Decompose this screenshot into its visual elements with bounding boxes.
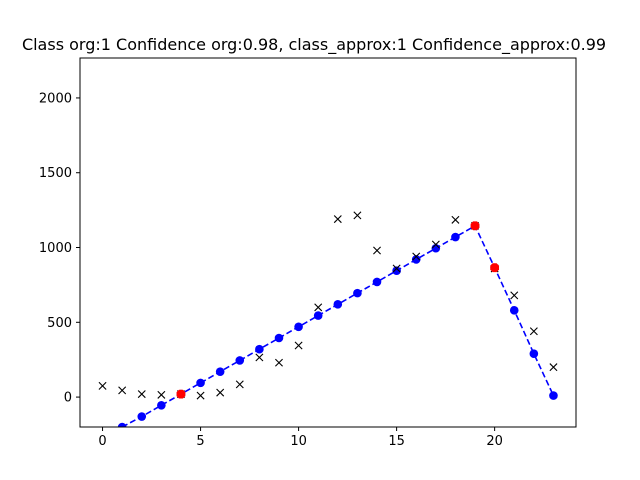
original-point (353, 211, 362, 220)
original-point (510, 291, 519, 300)
original-point (196, 391, 205, 400)
breakpoint-point (176, 389, 186, 399)
original-point (412, 252, 421, 261)
breakpoint-point (490, 263, 500, 273)
approx-point (313, 311, 323, 320)
x-tick-label: 0 (98, 434, 106, 449)
y-tick-label: 2000 (39, 91, 72, 106)
original-point (529, 327, 538, 336)
original-point (451, 215, 460, 224)
approx-point (411, 255, 421, 264)
x-axis: 0 5 10 15 20 (98, 427, 503, 449)
original-series (98, 211, 558, 400)
breakpoint-series (176, 221, 500, 399)
approx-point (274, 333, 284, 343)
original-point (118, 386, 127, 395)
breakpoint-point (470, 221, 480, 231)
approx-point (333, 300, 343, 309)
chart-title: Class org:1 Confidence org:0.98, class_a… (22, 35, 606, 55)
y-tick-label: 1500 (39, 166, 72, 181)
approx-point (372, 277, 382, 287)
original-point (392, 264, 401, 273)
x-tick-label: 15 (388, 434, 405, 449)
y-tick-label: 0 (64, 391, 72, 406)
approx-point (235, 356, 245, 365)
original-point (549, 363, 558, 372)
original-point (431, 240, 440, 249)
approx-point (549, 391, 558, 400)
original-point (216, 388, 225, 397)
approx-point (255, 344, 264, 354)
approx-point (509, 306, 519, 315)
original-point (137, 390, 146, 399)
x-tick-label: 10 (290, 434, 307, 449)
approx-point (294, 322, 303, 332)
original-point (294, 341, 303, 350)
original-point (373, 246, 382, 255)
y-tick-label: 1000 (39, 241, 72, 256)
original-point (255, 353, 264, 362)
approx-point (529, 349, 539, 359)
approx-point (215, 367, 225, 376)
y-axis: 0 500 1000 1500 2000 (39, 91, 80, 406)
approx-series (117, 221, 558, 427)
approx-point (117, 422, 127, 427)
x-tick-label: 20 (486, 434, 503, 449)
original-point (274, 358, 283, 367)
approx-line (121, 224, 555, 427)
approx-point (451, 232, 460, 242)
original-point (333, 215, 342, 224)
approx-point (392, 266, 401, 275)
approx-point (137, 412, 147, 421)
plot-frame (79, 57, 577, 428)
approx-point (353, 288, 362, 298)
approx-point (157, 401, 166, 410)
original-point (98, 381, 107, 390)
y-tick-label: 500 (47, 316, 72, 331)
original-point (157, 390, 166, 399)
original-point (314, 303, 323, 312)
x-tick-label: 5 (196, 434, 204, 449)
approx-point (196, 378, 205, 388)
original-point (235, 380, 244, 389)
